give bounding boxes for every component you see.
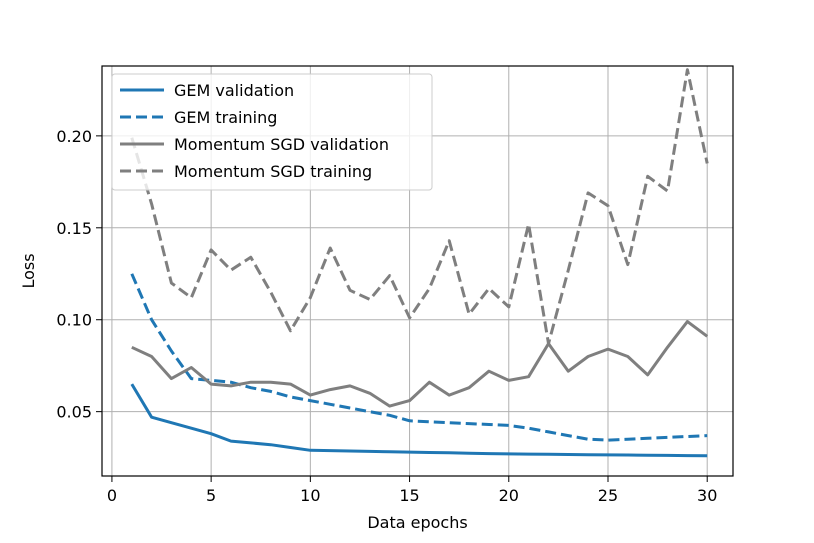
legend-entry-label: GEM training (174, 108, 277, 127)
legend-entry-label: GEM validation (174, 81, 294, 100)
series-line-4 (130, 68, 709, 346)
y-tick-label: 0.10 (56, 311, 92, 330)
legend-entry-label: Momentum SGD training (174, 162, 372, 181)
series-lines (130, 68, 709, 458)
series-line-1 (130, 383, 708, 458)
series-line-3 (131, 320, 709, 408)
x-tick-label: 5 (206, 486, 216, 505)
axis-ticks: 0 5 10 15 20 25 30 0.05 0.10 0.15 0.20 (56, 127, 717, 505)
y-tick-label: 0.05 (56, 403, 92, 422)
legend-entry-label: Momentum SGD validation (174, 135, 389, 154)
legend-box (111, 73, 433, 191)
x-tick-label: 25 (598, 486, 618, 505)
plot-frame (101, 65, 734, 477)
x-tick-label: 15 (399, 486, 419, 505)
x-axis-label: Data epochs (367, 513, 467, 532)
y-tick-label: 0.20 (56, 127, 92, 146)
series-line-2 (130, 273, 708, 442)
x-tick-label: 0 (107, 486, 117, 505)
y-axis-label: Loss (19, 253, 38, 288)
legend: GEM validation GEM training Momentum SGD v… (111, 73, 433, 191)
x-tick-label: 30 (697, 486, 717, 505)
y-tick-label: 0.15 (56, 219, 92, 238)
x-tick-label: 10 (300, 486, 320, 505)
x-tick-label: 20 (499, 486, 519, 505)
